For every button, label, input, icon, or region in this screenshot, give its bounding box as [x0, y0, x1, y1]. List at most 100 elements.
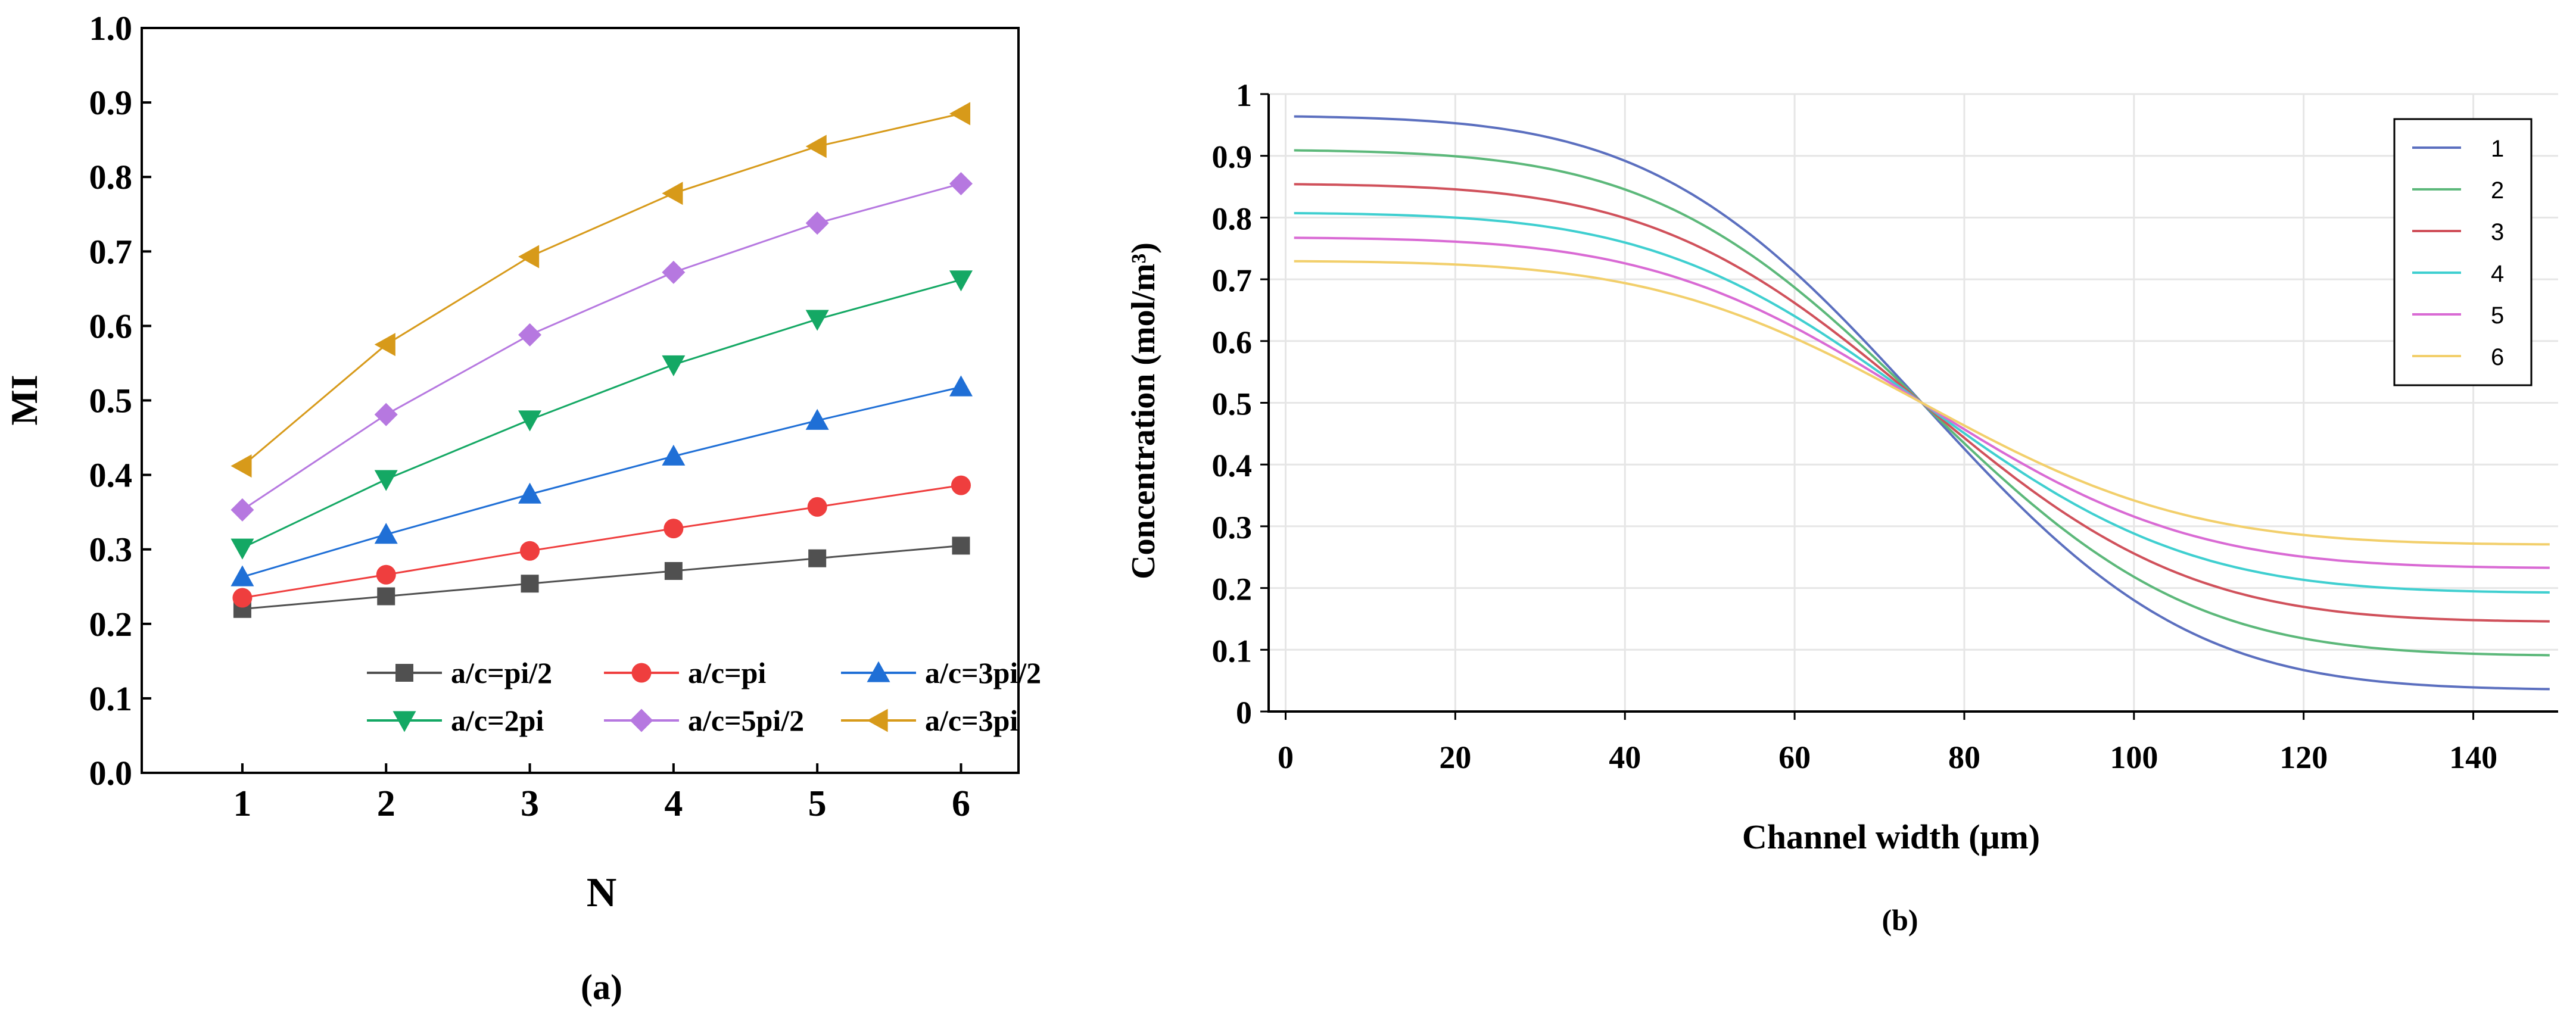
a-data-point [949, 171, 973, 195]
a-data-point [374, 523, 398, 544]
panel-a: 0.0 0.1 0.2 0.3 0.4 0.5 0.6 0.7 0.8 0.9 1.0 1 2 3 4 5 6… [3, 9, 1041, 1007]
b-y-axis: 0 0.1 0.2 0.3 0.4 0.5 0.6 0.7 0.8 0.9 1 [1212, 77, 1269, 731]
a-data-point [805, 211, 829, 235]
a-data-point [520, 541, 540, 561]
b-y-tick-label: 0.7 [1212, 263, 1253, 298]
a-y-tick-label: 0.1 [89, 679, 133, 718]
a-x-tick-label: 1 [233, 784, 251, 824]
a-data-point [374, 333, 395, 357]
a-y-tick-label: 0.0 [89, 754, 133, 792]
a-legend-marker [867, 661, 890, 682]
a-y-axis-label: MI [3, 375, 45, 425]
a-legend-label: a/c=pi/2 [451, 656, 552, 689]
a-data-point [374, 470, 398, 491]
b-x-tick-label: 140 [2449, 739, 2497, 775]
a-data-point [521, 575, 539, 593]
a-y-tick-label: 0.9 [89, 83, 133, 122]
a-data-point [662, 182, 683, 205]
a-data-point [664, 561, 683, 580]
a-data-point [230, 565, 254, 586]
a-y-tick-label: 1.0 [89, 9, 133, 48]
a-legend-marker [630, 709, 653, 732]
a-data-point [951, 475, 971, 495]
b-legend-label: 4 [2491, 261, 2504, 287]
a-data-point [807, 497, 827, 517]
b-y-tick-label: 0.4 [1212, 448, 1253, 483]
a-legend-label: a/c=3pi [925, 704, 1018, 737]
a-data-point [374, 402, 398, 426]
a-legend-label: a/c=2pi [451, 704, 544, 737]
b-y-axis-label: Concentration (mol/m³) [1125, 242, 1162, 579]
a-data-point [805, 135, 827, 158]
a-x-axis-label: N [587, 870, 617, 916]
a-data-point [518, 323, 542, 347]
a-data-point [808, 549, 827, 567]
a-data-point [805, 310, 829, 331]
a-legend-marker [631, 663, 652, 683]
a-y-axis: 0.0 0.1 0.2 0.3 0.4 0.5 0.6 0.7 0.8 0.9 1.0 [89, 9, 151, 792]
a-legend: a/c=pi/2 a/c=pi a/c=3pi/2 a/c=2pi a/c=5pi/2 a… [367, 656, 1041, 737]
a-data-point [662, 260, 686, 284]
a-x-tick-label: 5 [808, 784, 827, 824]
b-x-tick-label: 0 [1278, 739, 1294, 775]
a-x-tick-label: 3 [521, 784, 539, 824]
b-y-tick-label: 0.8 [1212, 201, 1253, 236]
b-series-line-6 [1294, 260, 2550, 546]
a-data-point [230, 498, 254, 522]
b-x-tick-label: 20 [1439, 739, 1471, 775]
a-data-point [230, 454, 252, 478]
a-data-point [518, 245, 540, 269]
a-series-line [242, 386, 961, 578]
a-legend-marker [393, 711, 416, 732]
a-panel-label: (a) [581, 968, 622, 1007]
a-data-point [232, 588, 253, 608]
a-x-tick-label: 2 [377, 784, 395, 824]
a-legend-label: a/c=pi [688, 656, 766, 689]
b-x-tick-label: 80 [1948, 739, 1980, 775]
a-series-line [242, 484, 961, 599]
a-y-tick-label: 0.2 [89, 605, 133, 644]
b-x-tick-label: 100 [2110, 739, 2158, 775]
a-y-tick-label: 0.6 [89, 307, 133, 345]
a-x-axis: 1 2 3 4 5 6 [233, 763, 970, 824]
b-x-tick-label: 120 [2279, 739, 2328, 775]
a-series-line [242, 279, 961, 549]
b-legend-label: 6 [2491, 344, 2504, 370]
a-legend-label: a/c=3pi/2 [925, 656, 1041, 689]
a-y-tick-label: 0.5 [89, 382, 133, 420]
a-y-tick-label: 0.3 [89, 531, 133, 569]
b-y-tick-label: 0.1 [1212, 633, 1253, 669]
a-x-tick-label: 6 [952, 784, 970, 824]
b-y-tick-label: 0.6 [1212, 324, 1253, 360]
b-legend: 1 2 3 4 5 6 [2393, 118, 2533, 386]
a-data-point [377, 587, 395, 606]
a-legend-marker [395, 664, 413, 682]
b-x-axis: 0 20 40 60 80 100 120 140 [1278, 712, 2497, 775]
b-y-tick-label: 0.5 [1212, 386, 1253, 422]
a-data-point [662, 355, 686, 376]
a-data-point [664, 519, 684, 539]
a-legend-marker [867, 709, 888, 732]
b-panel-label: (b) [1882, 903, 1918, 937]
b-x-axis-label: Channel width (μm) [1742, 817, 2040, 856]
a-y-tick-label: 0.4 [89, 456, 133, 495]
a-series-line [242, 183, 961, 511]
a-y-tick-label: 0.7 [89, 232, 133, 271]
a-data-point [949, 270, 973, 292]
b-y-tick-label: 0.2 [1212, 572, 1253, 607]
b-legend-label: 5 [2491, 302, 2504, 329]
b-series-group [1294, 115, 2550, 691]
b-y-tick-label: 0.9 [1212, 139, 1253, 175]
a-data-point [952, 536, 970, 555]
a-series-line [241, 113, 961, 467]
a-y-tick-label: 0.8 [89, 158, 133, 196]
a-data-point [805, 408, 829, 430]
b-y-tick-label: 0.3 [1212, 510, 1253, 545]
b-x-tick-label: 60 [1778, 739, 1811, 775]
a-legend-label: a/c=5pi/2 [688, 704, 804, 737]
b-legend-box [2393, 118, 2533, 386]
b-legend-label: 2 [2491, 177, 2504, 204]
a-series-group [230, 102, 973, 618]
b-legend-label: 3 [2491, 219, 2504, 245]
